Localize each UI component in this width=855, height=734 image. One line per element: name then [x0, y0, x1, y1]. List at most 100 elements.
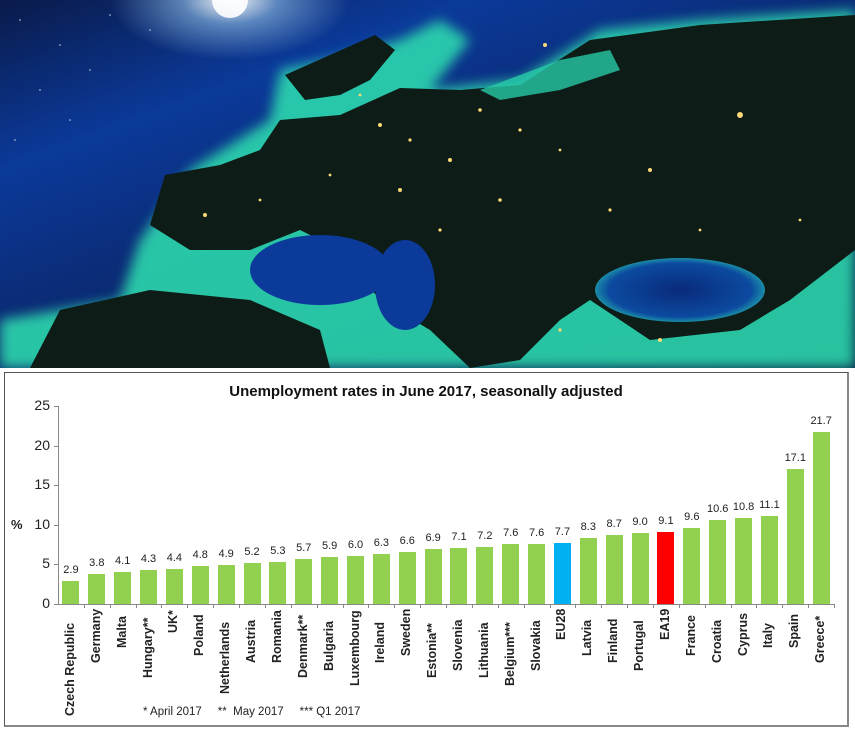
bar-luxembourg: [347, 556, 364, 604]
bar-slovakia: [528, 543, 546, 604]
bar-value-label: 5.2: [244, 545, 260, 558]
bar-sweden: [398, 551, 416, 604]
bar-value-label: 5.3: [270, 545, 286, 558]
bar-greece: [812, 432, 830, 604]
y-tick-mark: [54, 445, 58, 447]
x-category-label: Poland: [192, 613, 207, 656]
x-category-label: Croatia: [709, 620, 724, 664]
bar-latvia: [579, 538, 597, 604]
bar-estonia: [424, 549, 442, 604]
y-tick-label: 5: [42, 555, 50, 572]
bar-spain: [786, 468, 804, 604]
bar-lithuania: [476, 546, 494, 604]
x-tick-mark: [161, 604, 163, 608]
bar-bulgaria: [321, 557, 339, 604]
bar-poland: [191, 565, 209, 604]
x-tick-mark: [213, 604, 215, 608]
bar-value-label: 3.8: [89, 556, 105, 569]
x-tick-mark: [316, 604, 318, 608]
x-category-label: Denmark**: [295, 615, 310, 679]
x-category-label: Finland: [606, 618, 621, 664]
chart-panel: Unemployment rates in June 2017, seasona…: [4, 372, 849, 727]
x-tick-mark: [264, 604, 266, 608]
x-category-label: Italy: [761, 622, 776, 648]
bar-value-label: 21.7: [810, 415, 832, 428]
bar-value-label: 4.8: [192, 548, 208, 561]
x-category-label: Cyprus: [735, 612, 750, 656]
bar-value-label: 2.9: [63, 564, 79, 577]
bar-value-label: 9.0: [632, 515, 648, 528]
x-category-label: Hungary**: [140, 617, 155, 679]
x-category-label: Ireland: [373, 622, 388, 664]
bar-value-label: 7.1: [451, 530, 467, 543]
x-tick-mark: [653, 604, 654, 608]
y-axis-line: [58, 406, 59, 604]
x-category-label: Spain: [787, 613, 802, 648]
x-category-label: Slovakia: [528, 620, 543, 671]
bar-value-label: 4.9: [218, 548, 234, 561]
x-category-label: Romania: [269, 610, 284, 664]
x-tick-mark: [575, 604, 577, 608]
bar-malta: [114, 571, 132, 604]
hero-photo-europe-night: [0, 0, 855, 368]
y-tick-label: 0: [42, 595, 50, 611]
bar-portugal: [631, 532, 649, 604]
y-tick-label: 15: [34, 476, 50, 493]
bar-value-label: 6.0: [347, 539, 364, 552]
x-tick-mark: [627, 604, 629, 608]
europe-night-map-illustration: [0, 10, 855, 368]
x-category-label: Portugal: [632, 620, 647, 671]
bar-hungary: [140, 569, 158, 604]
bar-value-label: 7.2: [477, 529, 493, 542]
x-category-label: Greece*: [813, 615, 828, 664]
x-category-label: Sweden: [399, 608, 414, 656]
x-category-label: Netherlands: [218, 621, 233, 694]
x-category-label: France: [683, 614, 698, 656]
x-tick-mark: [523, 604, 525, 608]
bar-austria: [243, 562, 261, 604]
y-axis-label: %: [11, 516, 23, 532]
bar-value-label: 9.6: [684, 510, 700, 523]
bar-value-label: 5.7: [296, 541, 312, 554]
bar-value-label: 7.6: [503, 526, 519, 539]
bar-romania: [269, 562, 287, 604]
x-tick-mark: [497, 604, 499, 608]
y-tick-label: 25: [34, 397, 50, 413]
x-tick-mark: [135, 604, 137, 608]
x-category-label: Germany: [88, 608, 103, 664]
bar-value-label: 5.9: [321, 540, 338, 553]
bar-czech-republic: [62, 581, 80, 604]
x-category-label: EU28: [554, 609, 569, 641]
x-tick-mark: [834, 604, 836, 608]
bar-value-label: 6.3: [373, 537, 390, 550]
x-tick-mark: [471, 604, 473, 608]
bar-value-label: 11.1: [759, 499, 780, 512]
y-tick-mark: [54, 524, 58, 526]
bar-value-label: 6.9: [425, 532, 441, 545]
bar-value-label: 7.7: [554, 526, 571, 539]
x-tick-mark: [678, 604, 680, 608]
bar-ea19: [657, 531, 675, 604]
bar-italy: [760, 516, 778, 604]
x-tick-mark: [368, 604, 370, 608]
x-tick-mark: [730, 604, 732, 608]
bar-belgium: [502, 543, 520, 604]
x-tick-mark: [290, 604, 292, 608]
x-tick-mark: [420, 604, 422, 608]
bar-france: [683, 527, 701, 604]
bar-finland: [605, 535, 623, 604]
x-category-label: Austria: [244, 620, 259, 664]
x-tick-mark: [187, 604, 189, 608]
x-category-label: Estonia**: [425, 623, 440, 679]
bar-value-label: 17.1: [784, 451, 806, 464]
bar-value-label: 4.3: [140, 552, 157, 565]
chart-footnote: * April 2017 ** May 2017 *** Q1 2017: [143, 706, 361, 718]
bar-value-label: 10.6: [706, 503, 729, 516]
bar-denmark: [295, 558, 313, 604]
x-tick-mark: [782, 604, 784, 608]
x-tick-mark: [109, 604, 111, 608]
bar-value-label: 4.4: [166, 552, 183, 565]
x-tick-mark: [342, 604, 344, 608]
y-tick-mark: [54, 406, 58, 407]
x-category-label: Luxembourg: [347, 610, 362, 686]
